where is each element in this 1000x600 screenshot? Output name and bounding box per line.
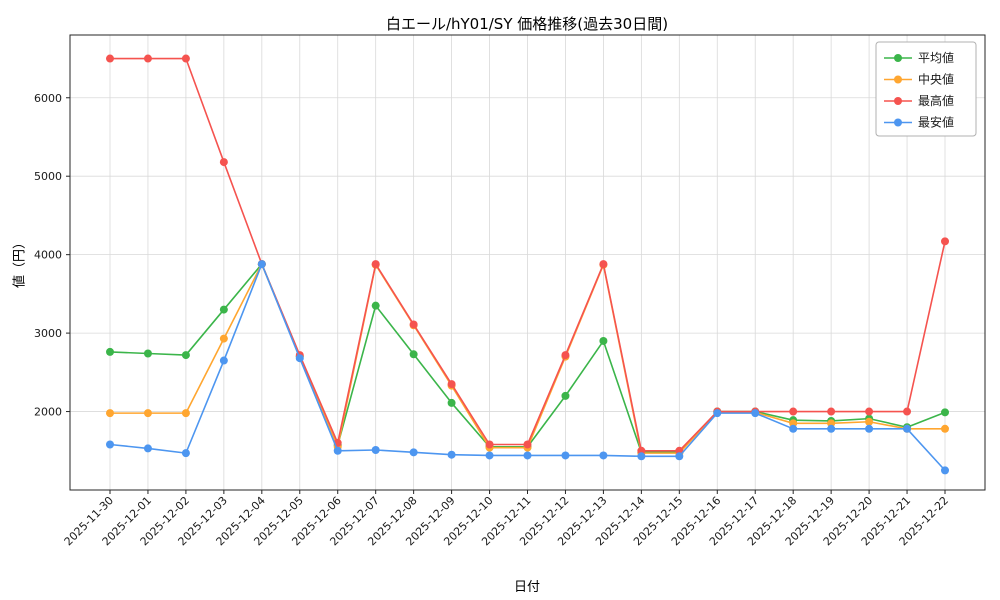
data-point [106, 347, 114, 356]
data-point [675, 452, 684, 461]
data-point [447, 398, 456, 407]
tick-labels: 200030004000500060002025-11-302025-12-01… [34, 92, 951, 549]
x-axis-label: 日付 [513, 580, 541, 595]
data-point [219, 356, 228, 365]
data-point [257, 260, 266, 269]
data-point [637, 452, 646, 461]
data-point [561, 351, 570, 360]
data-point [485, 440, 494, 449]
data-point [865, 424, 874, 433]
axis-ticks [66, 97, 946, 494]
data-point [106, 409, 114, 418]
data-point [371, 301, 380, 310]
data-point [333, 446, 342, 455]
chart-title: 白エール/hY01/SY 価格推移(過去30日間) [385, 15, 669, 33]
data-point [789, 407, 798, 416]
data-point [865, 407, 874, 416]
data-point [181, 409, 190, 418]
data-point [219, 305, 228, 314]
series-最安値 [106, 260, 949, 475]
data-point [789, 424, 798, 433]
data-point [371, 445, 380, 454]
data-point [409, 350, 418, 359]
data-point [599, 336, 608, 345]
data-point [143, 409, 152, 418]
data-point [143, 444, 152, 453]
data-point [447, 450, 456, 459]
data-point [409, 320, 418, 329]
legend-box [875, 41, 977, 137]
y-tick-label: 2000 [34, 406, 62, 419]
data-point [789, 419, 798, 428]
data-point [941, 466, 949, 475]
data-point [713, 409, 722, 418]
data-point [143, 349, 152, 358]
data-point [599, 451, 608, 460]
y-tick-label: 3000 [34, 327, 62, 340]
data-point [219, 334, 228, 343]
data-point [106, 54, 114, 63]
data-point [561, 451, 570, 460]
data-point [219, 158, 228, 167]
legend-label: 最高値 [918, 93, 954, 108]
data-point [827, 424, 836, 433]
legend-marker [894, 75, 902, 84]
data-point [941, 424, 949, 433]
y-tick-label: 6000 [34, 92, 62, 105]
data-point [827, 419, 836, 428]
data-point [903, 407, 912, 416]
data-point [941, 408, 949, 417]
data-point [106, 440, 114, 449]
data-point [143, 54, 152, 63]
data-point [523, 440, 532, 449]
y-axis-label: 値（円） [12, 235, 28, 289]
legend-marker [894, 54, 902, 62]
legend-label: 平均値 [918, 50, 954, 65]
legend-label: 最安値 [918, 115, 954, 130]
data-point [751, 409, 760, 418]
data-point [409, 448, 418, 457]
data-point [561, 391, 570, 400]
data-point [637, 446, 646, 455]
data-point [181, 449, 190, 458]
gridlines [70, 35, 985, 490]
data-point [865, 417, 874, 426]
legend-marker [894, 118, 902, 127]
y-tick-label: 4000 [34, 249, 62, 262]
data-point [941, 237, 949, 246]
data-point [903, 424, 912, 433]
legend-label: 中央値 [918, 72, 954, 87]
data-point [181, 351, 190, 360]
data-point [447, 380, 456, 389]
data-point [371, 260, 380, 269]
data-point [485, 451, 494, 460]
data-point [295, 354, 304, 363]
data-point [827, 407, 836, 416]
data-point [599, 260, 608, 269]
data-point [675, 446, 684, 455]
data-point [523, 451, 532, 460]
data-point [181, 54, 190, 63]
series-最高値 [106, 54, 949, 455]
legend-marker [894, 97, 902, 105]
y-tick-label: 5000 [34, 170, 62, 183]
